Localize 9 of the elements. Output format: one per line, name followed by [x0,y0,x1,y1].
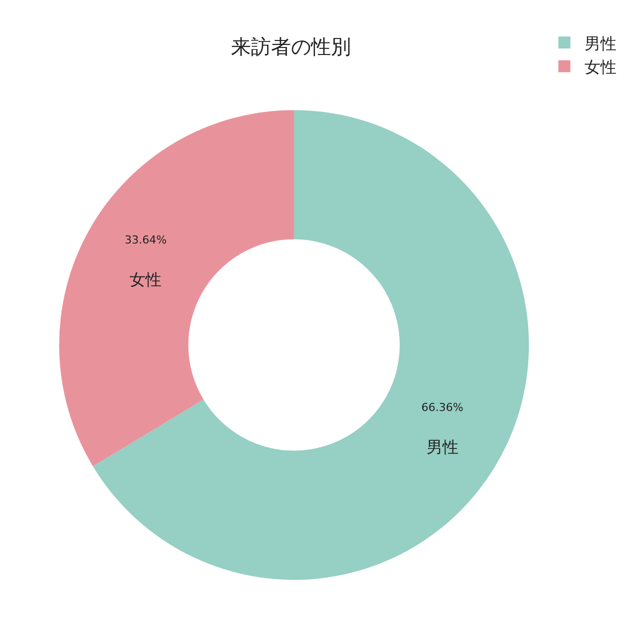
legend-label: 男性 [584,34,616,53]
donut-slice [92,110,529,580]
donut-slice [59,110,294,466]
data-label: 33.64% [124,233,167,246]
slice-label: 女性 [130,270,162,290]
legend-label: 女性 [584,58,616,77]
data-label: 66.36% [421,400,464,414]
chart-title: 来訪者の性別 [231,34,352,59]
slice-label: 男性 [426,437,458,456]
